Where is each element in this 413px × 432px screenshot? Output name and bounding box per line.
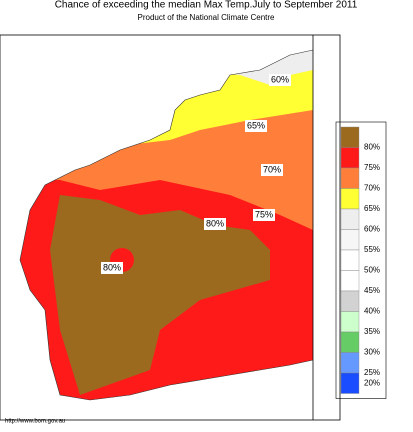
legend-swatch — [340, 290, 360, 312]
legend-label: 20% — [364, 378, 380, 387]
title: Chance of exceeding the median Max Temp.… — [55, 0, 358, 11]
contour-label-box — [269, 74, 291, 86]
legend-label: 50% — [364, 266, 380, 275]
legend-label: 70% — [364, 184, 380, 193]
contour-label: 70% — [263, 164, 281, 174]
contour-label-box — [253, 209, 275, 221]
legend-swatch — [340, 270, 360, 292]
legend-swatch — [340, 126, 360, 148]
legend-swatch — [340, 167, 360, 189]
contour-label-box — [204, 218, 226, 230]
coastline — [19, 49, 314, 401]
contour-label-box — [245, 120, 267, 132]
legend-label: 40% — [364, 307, 380, 316]
contour-label: 80% — [103, 262, 121, 272]
contour-label: 60% — [271, 74, 289, 84]
legend-label: 75% — [364, 163, 380, 172]
contour-label: 75% — [255, 209, 273, 219]
legend-label: 30% — [364, 348, 380, 357]
legend-swatch — [340, 147, 360, 169]
contour-label: 65% — [247, 120, 265, 130]
legend-swatch — [340, 331, 360, 353]
legend-swatch — [340, 249, 360, 271]
legend-label: 65% — [364, 204, 380, 213]
legend-label: 45% — [364, 286, 380, 295]
legend-label: 25% — [364, 368, 380, 377]
contour-labels: 60% 65% 70% 75% 80% 80% — [101, 74, 291, 274]
legend-label: 55% — [364, 245, 380, 254]
contour-label-box — [101, 262, 123, 274]
legend-swatch — [340, 372, 360, 394]
legend-label: 60% — [364, 225, 380, 234]
brown-zone — [50, 195, 270, 395]
legend-label: 35% — [364, 327, 380, 336]
legend-swatch — [340, 311, 360, 333]
legend: 80% 75% 70% 65% 60% 55% 50% 45% 40% 35% 30% 25%20% — [335, 121, 387, 399]
legend-label: 80% — [364, 143, 380, 152]
legend-swatch — [340, 208, 360, 230]
legend-swatch — [340, 229, 360, 251]
subtitle: Product of the National Climate Centre — [138, 13, 276, 22]
legend-swatch — [340, 188, 360, 210]
legend-frame — [335, 121, 387, 399]
legend-swatch — [340, 352, 360, 374]
contour-label: 80% — [206, 218, 224, 228]
footer-url: http://www.bom.gov.au — [5, 419, 65, 425]
contour-label-box — [261, 164, 283, 176]
